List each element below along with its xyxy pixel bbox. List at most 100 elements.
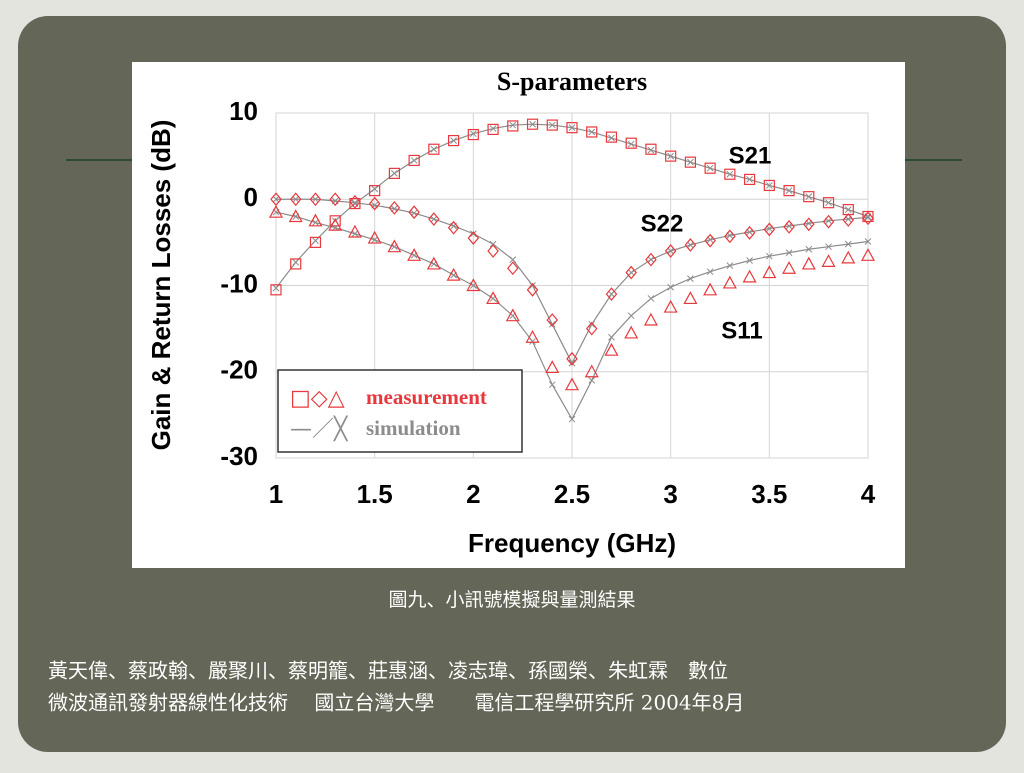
simulation-marker [765,182,773,189]
simulation-marker [568,124,576,132]
diamond-marker [329,192,341,207]
triangle-marker [683,291,698,305]
legend-label: simulation [366,416,461,440]
simulation-marker [627,312,635,320]
diamond-marker [487,244,499,258]
triangle-marker [801,256,816,270]
diamond-marker [368,196,381,211]
triangle-marker [782,260,797,274]
diamond-marker [645,252,657,267]
triangle-marker [762,265,777,279]
simulation-marker [687,241,694,249]
triangle-marker [328,217,343,231]
square-marker [388,167,400,179]
square-marker [487,123,499,135]
diamond-marker [783,219,795,234]
diamond-marker [585,321,598,336]
simulation-marker [272,284,280,292]
simulation-marker [864,238,872,245]
y-tick-label: -30 [220,441,258,471]
square-marker [408,154,420,167]
simulation-marker [706,164,714,172]
diamond-marker [447,220,460,235]
square-marker [803,191,815,203]
legend-symbols: □◇△ [290,386,345,411]
simulation-marker [746,257,753,264]
diamond-marker [724,229,736,244]
y-tick-label: -20 [220,355,258,385]
simulation-marker [746,176,753,183]
triangle-marker [663,299,678,313]
simulation-marker [647,256,655,263]
triangle-marker [407,248,422,261]
triangle-marker [446,267,461,281]
y-tick-label: 0 [244,182,258,212]
simulation-marker [351,230,359,238]
square-marker [822,197,835,209]
triangle-marker [624,325,639,339]
simulation-marker [706,268,714,276]
simulation-marker [805,245,813,253]
simulation-marker [450,137,457,144]
diamond-marker [842,213,855,227]
simulation-marker [588,128,596,136]
triangle-marker [742,269,757,283]
simulation-marker [588,320,596,328]
square-marker [665,150,677,162]
triangle-marker [860,248,876,261]
square-marker [467,128,479,141]
diamond-marker [763,222,776,237]
simulation-marker [726,262,734,270]
diamond-marker [349,194,361,209]
square-marker [743,173,756,186]
triangle-marker [584,364,599,378]
simulation-marker [292,195,300,203]
square-marker [329,215,341,227]
simulation-marker [312,237,319,245]
simulation-marker [489,125,497,132]
simulation-marker [548,121,556,129]
square-marker [428,143,440,155]
legend-symbols: —／╳ [290,415,349,442]
diamond-marker [862,211,874,226]
triangle-marker [347,224,362,238]
simulation-marker [687,158,694,166]
square-marker [526,118,539,130]
square-marker [724,168,736,180]
diamond-marker [507,261,519,276]
diamond-marker [822,214,835,229]
legend-box [277,369,523,453]
simulation-marker [272,195,280,203]
diamond-marker [664,244,677,258]
triangle-marker [564,377,580,391]
diamond-marker [605,287,618,302]
diamond-marker [743,225,756,240]
square-marker [605,131,618,143]
simulation-marker [627,140,635,148]
square-marker [625,137,637,149]
y-tick-label: -10 [220,268,258,298]
simulation-marker [529,120,536,128]
simulation-marker [312,195,319,203]
simulation-marker [312,219,319,226]
diamond-marker [566,351,578,366]
x-axis-label: Frequency (GHz) [468,528,676,558]
series-label: S21 [729,142,772,169]
plot: 1 1.5 2 2.5 3 3.5 4 -30 -20 -10 0 10 S21 S22 S11 □◇△ mea… [220,96,875,509]
triangle-marker [525,329,540,343]
simulation-marker [667,247,675,255]
diamond-marker [803,217,815,232]
diamond-marker [625,265,637,280]
square-marker [586,126,598,138]
simulation-marker [844,240,852,248]
square-marker [566,122,578,134]
triangle-marker [288,209,303,223]
diamond-marker [408,205,420,220]
simulation-marker [371,236,379,244]
y-tick-label: 10 [229,96,258,126]
chart-title: S-parameters [497,67,647,96]
x-tick-label: 1 [269,479,283,509]
triangle-marker [643,312,658,326]
simulation-marker [509,121,517,129]
